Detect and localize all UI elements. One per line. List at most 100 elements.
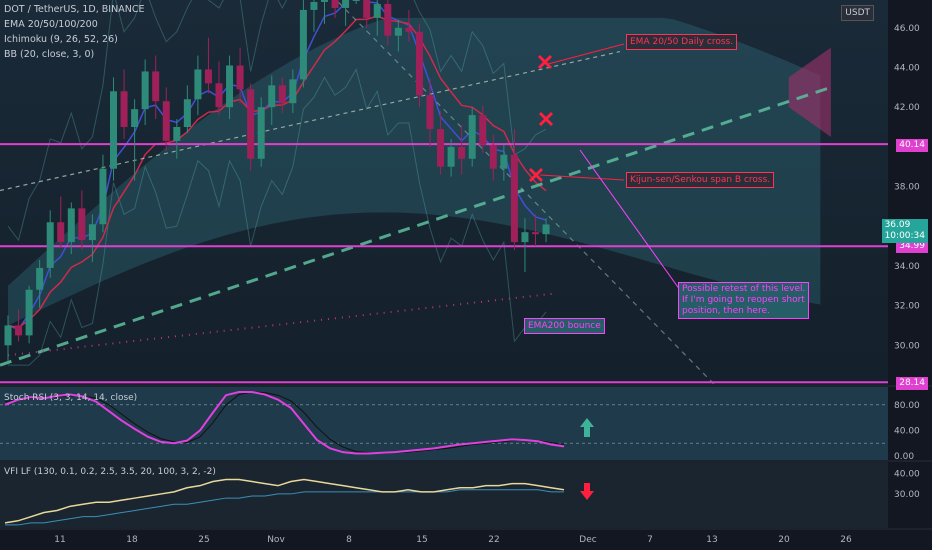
up-arrow-icon <box>580 418 594 437</box>
candle-body-15 <box>162 101 170 141</box>
indicator-bb-label: BB (20, close, 3, 0) <box>4 49 95 60</box>
ema-200-line <box>0 85 832 367</box>
vfi-title: VFI LF (130, 0.1, 0.2, 2.5, 3.5, 20, 100… <box>4 467 216 477</box>
candle-body-31 <box>331 0 339 8</box>
candle-body-35 <box>373 3 381 18</box>
arrow-ema-cross <box>547 43 625 65</box>
candle-body-2 <box>25 289 33 336</box>
time-tick-0: 11 <box>54 535 65 545</box>
candle-body-34 <box>363 0 371 18</box>
time-tick-10: 20 <box>778 535 790 545</box>
candle-body-49 <box>521 232 529 243</box>
annotation-ema200-bounce[interactable]: EMA200 bounce <box>524 318 605 334</box>
vfi-line <box>4 478 565 524</box>
candle-body-8 <box>88 224 96 241</box>
candle-body-51 <box>542 224 550 235</box>
candle-body-19 <box>204 69 212 84</box>
candle-body-45 <box>479 115 487 145</box>
down-arrow-icon <box>580 483 594 500</box>
time-tick-8: 7 <box>647 535 653 545</box>
candle-body-22 <box>236 65 244 90</box>
last-price-tag: 36.09 10:00:34 <box>881 219 928 243</box>
price-tick-4: 34.00 <box>894 262 920 272</box>
candle-body-41 <box>437 128 445 167</box>
time-tick-2: 25 <box>198 535 209 545</box>
vfi-panel-bg <box>0 462 888 528</box>
candle-body-1 <box>15 325 23 336</box>
candle-body-50 <box>532 232 539 235</box>
currency-badge[interactable]: USDT <box>841 5 874 21</box>
candle-body-0 <box>4 325 12 346</box>
candle-body-33 <box>352 0 360 1</box>
candle-body-37 <box>394 27 402 36</box>
candle-body-27 <box>289 79 297 104</box>
candle-body-13 <box>141 71 149 110</box>
candle-body-14 <box>152 71 160 102</box>
candle-body-47 <box>500 154 508 169</box>
candle-body-39 <box>415 31 423 96</box>
candle-body-3 <box>36 267 44 290</box>
price-tick-6: 30.00 <box>894 341 920 351</box>
stoch-tick-2: 0.00 <box>894 452 914 462</box>
vfi-tick-1: 30.00 <box>894 490 920 500</box>
time-tick-7: Dec <box>579 535 596 545</box>
candle-body-42 <box>447 146 455 167</box>
countdown-value: 10:00:34 <box>884 231 925 241</box>
candle-body-23 <box>247 89 255 159</box>
candle-body-21 <box>226 65 234 108</box>
time-tick-1: 18 <box>126 535 138 545</box>
candle-body-20 <box>215 83 223 108</box>
price-tick-3: 38.00 <box>894 183 920 193</box>
annotation-kijun-cross[interactable]: Kijun-sen/Senkou span B cross. <box>626 172 775 188</box>
candle-body-29 <box>310 1 318 10</box>
level-tag-40: 40.14 <box>896 139 928 152</box>
indicator-ichimoku-label: Ichimoku (9, 26, 52, 26) <box>4 34 118 45</box>
candle-body-11 <box>120 91 128 128</box>
ichimoku-cloud-bearish <box>788 47 831 137</box>
stoch-d-line <box>4 391 565 454</box>
stoch-rsi-title: Stoch RSI (3, 3, 14, 14, close) <box>4 393 138 403</box>
stoch-k-line <box>4 391 565 455</box>
time-tick-4: 8 <box>346 535 352 545</box>
candle-body-28 <box>299 9 307 80</box>
bb-upper-line <box>7 0 547 242</box>
candle-body-30 <box>321 0 328 2</box>
arrow-retest <box>579 149 681 291</box>
candle-body-40 <box>426 95 434 129</box>
candle-body-4 <box>46 222 54 268</box>
time-tick-6: 22 <box>488 535 499 545</box>
candle-body-38 <box>405 27 413 32</box>
price-tick-0: 46.00 <box>894 24 920 34</box>
candle-body-12 <box>131 109 139 128</box>
last-price-value: 36.09 <box>884 220 911 230</box>
vfi-signal-line <box>5 489 564 526</box>
bb-lower-line <box>8 68 547 366</box>
price-axis-bg <box>888 0 932 550</box>
indicator-ema-label: EMA 20/50/100/200 <box>4 19 98 30</box>
candle-body-17 <box>183 99 191 128</box>
annotation-ema-cross[interactable]: EMA 20/50 Daily cross. <box>626 34 738 50</box>
time-tick-5: 15 <box>416 535 427 545</box>
candle-body-36 <box>384 3 392 36</box>
stoch-tick-1: 40.00 <box>894 426 920 436</box>
candle-body-16 <box>173 127 181 141</box>
ichimoku-cloud <box>8 17 821 326</box>
candle-body-25 <box>268 85 276 108</box>
candle-body-18 <box>194 69 202 100</box>
annotation-retest[interactable]: Possible retest of this level. If I'm go… <box>678 282 810 319</box>
candle-body-48 <box>510 154 518 243</box>
candle-body-7 <box>78 208 86 241</box>
ema-20-line <box>7 0 547 331</box>
trend-line <box>335 0 716 386</box>
stoch-tick-0: 80.00 <box>894 401 920 411</box>
candle-body-46 <box>489 144 497 169</box>
level-tag-35: 34.99 <box>896 240 928 253</box>
arrow-kijun-cross <box>539 174 625 181</box>
candle-body-6 <box>67 208 75 243</box>
cross-marker-1 <box>537 54 553 70</box>
symbol-title: DOT / TetherUS, 1D, BINANCE <box>4 4 145 15</box>
candle-body-43 <box>458 146 466 159</box>
candle-body-32 <box>342 0 350 8</box>
